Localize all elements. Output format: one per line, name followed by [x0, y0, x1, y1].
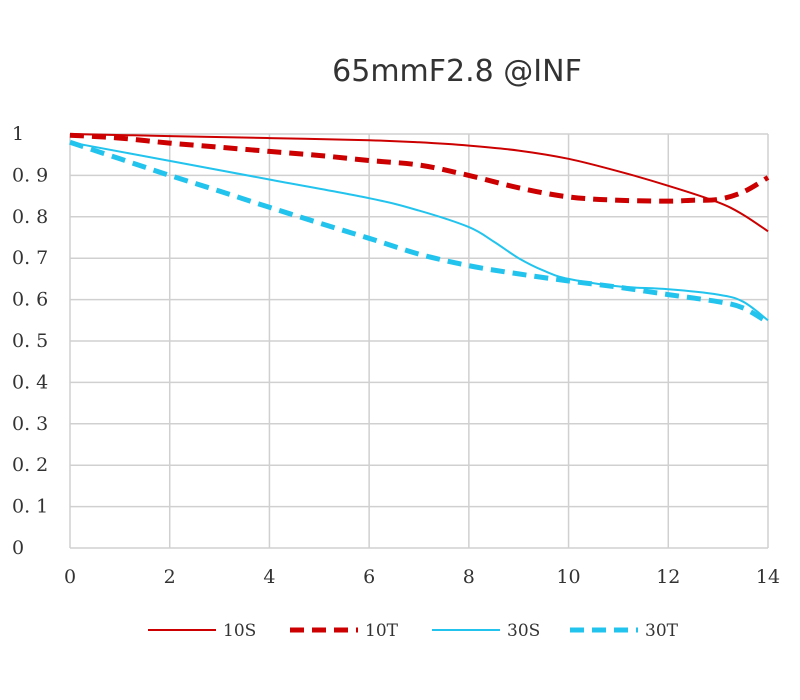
y-tick-label: 0. 2 [12, 454, 48, 476]
series-line-10s [69, 133, 769, 233]
series-line-30t [69, 139, 770, 325]
y-tick-label: 0. 5 [12, 330, 48, 352]
grid [69, 133, 769, 549]
y-tick-label: 0. 1 [12, 496, 48, 518]
legend: 10S 10T 30S 30T [148, 621, 679, 641]
y-tick-label: 0 [12, 537, 24, 559]
legend-label-10s: 10S [223, 621, 256, 641]
chart-title: 65mmF2.8 @INF [332, 54, 582, 89]
x-tick-label: 14 [756, 566, 780, 588]
y-tick-label: 0. 7 [12, 247, 48, 269]
y-tick-label: 0. 3 [12, 413, 48, 435]
y-tick-label: 0. 8 [12, 206, 48, 228]
legend-label-30s: 30S [507, 621, 540, 641]
series-line-30s [69, 141, 769, 322]
x-tick-label: 10 [556, 566, 580, 588]
legend-label-30t: 30T [645, 621, 679, 641]
series-line-10t [69, 132, 770, 204]
x-tick-label: 2 [164, 566, 176, 588]
x-tick-label: 4 [263, 566, 275, 588]
y-tick-label: 0. 6 [12, 289, 48, 311]
x-tick-label: 0 [64, 566, 76, 588]
x-tick-label: 6 [363, 566, 375, 588]
y-tick-label: 0. 9 [12, 164, 48, 186]
y-tick-label: 0. 4 [12, 371, 48, 393]
legend-label-10t: 10T [365, 621, 399, 641]
x-axis-ticks: 0 2 4 6 8 10 12 14 [64, 566, 780, 588]
y-axis-ticks: 0 0. 1 0. 2 0. 3 0. 4 0. 5 0. 6 0. 7 0. 8 0. 9 1 [12, 123, 48, 559]
y-tick-label: 1 [12, 123, 24, 145]
x-tick-label: 12 [656, 566, 680, 588]
series-lines [69, 132, 770, 325]
x-tick-label: 8 [463, 566, 475, 588]
